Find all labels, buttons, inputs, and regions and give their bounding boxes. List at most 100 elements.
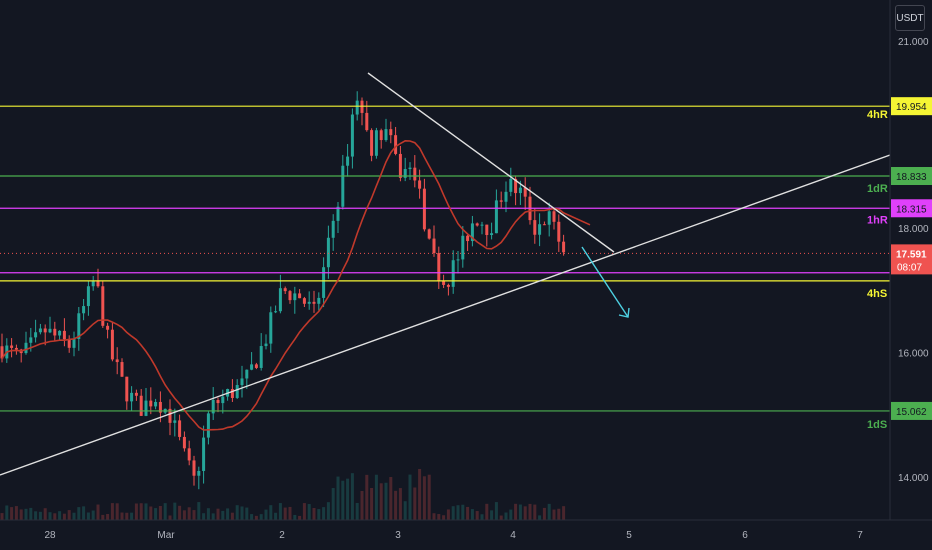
volume-bar [206,508,210,520]
volume-bar [293,514,297,520]
volume-bar [5,505,9,520]
volume-bar [384,482,388,520]
volume-bar [461,504,465,520]
level-name-label: 4hR [867,109,888,121]
time-tick-label: 28 [44,530,56,541]
candle-body [398,153,402,178]
candle-body [154,401,158,407]
volume-bar [322,507,326,520]
candle-body [336,206,340,221]
candle-body [235,385,239,398]
candle-body [259,346,263,368]
volume-bar [149,506,153,520]
candle-body [384,129,388,141]
volume-bar [278,503,282,520]
candle-body [168,408,172,423]
volume-bar [211,513,215,520]
candle-body [24,342,28,354]
volume-bar [139,503,143,520]
candle-body [475,223,479,226]
candle-body [206,413,210,438]
candle-body [326,237,330,268]
volume-bar [312,507,316,520]
volume-bar [154,508,158,520]
quote-currency-label[interactable]: USDT [895,5,925,31]
time-axis[interactable]: 28 Mar 2 3 4 5 6 7 [44,530,863,541]
volume-bar [398,488,402,520]
volume-bar [490,510,494,520]
candle-body [490,233,494,236]
candle-body [365,112,369,131]
volume-bar [274,512,278,520]
candle-body [254,364,258,368]
volume-bar [125,512,129,520]
candle-body [509,178,513,192]
candle-body [264,343,268,347]
volume-bar [264,509,268,520]
time-tick-label: Mar [157,530,175,541]
level-name-label: 1dR [867,183,888,195]
volume-bar [240,506,244,520]
price-axis[interactable]: 21.000 18.000 16.000 14.000 [898,37,929,484]
candle-body [408,167,412,170]
volume-bar [389,477,393,520]
candle-body [86,286,90,307]
volume-bar [542,507,546,520]
time-tick-label: 3 [395,530,401,541]
candle-body [451,260,455,287]
volume-bar [110,503,114,520]
volume-bar [283,507,287,520]
volume-bar [254,515,258,520]
candle-body [413,167,417,181]
volume-bar [427,474,431,520]
candle-body [58,330,62,336]
volume-bar [130,512,134,520]
candle-body [125,376,129,402]
volume-bar [38,511,42,520]
volume-bar [91,510,95,520]
candle-body [355,100,359,115]
volume-bar [480,514,484,520]
candle-body [456,259,460,261]
volume-bar [250,514,254,520]
candle-body [245,369,249,379]
volume-bar [62,513,66,520]
candle-body [542,224,546,226]
candle-body [91,280,95,287]
volume-bar [14,506,18,520]
volume-bar [221,510,225,520]
volume-bar [523,506,527,520]
candle-body [269,312,273,344]
candle-body [144,400,148,416]
candle-body [288,291,292,301]
candle-body [461,235,465,260]
volume-bar [192,510,196,520]
volume-bar [370,487,374,520]
projection-arrow [581,246,630,318]
volume-bar [355,502,359,520]
candle-body [221,396,225,404]
volume-bar [226,508,230,520]
volume-bar [451,506,455,520]
svg-text:08:07: 08:07 [897,262,922,273]
price-tags: 19.954 18.833 18.315 15.062 4hR 1dR 1hR 4hS 1dS 1… [867,97,932,431]
candle-body [34,332,38,338]
volume-bar [77,507,81,520]
time-tick-label: 7 [857,530,863,541]
candle-body [370,130,374,156]
volume-bar [403,501,407,520]
volume-bar [504,512,508,520]
level-name-label: 1dS [867,419,887,431]
candle-body [10,345,14,348]
volume-bar [86,512,90,520]
candle-body [67,339,71,348]
candle-body [562,241,566,253]
time-tick-label: 4 [510,530,516,541]
svg-text:15.062: 15.062 [896,407,927,418]
volume-bar [346,478,350,520]
volume-bar [326,502,330,520]
candle-body [38,328,42,333]
volume-bar [19,509,23,520]
volume-bar [437,514,441,520]
